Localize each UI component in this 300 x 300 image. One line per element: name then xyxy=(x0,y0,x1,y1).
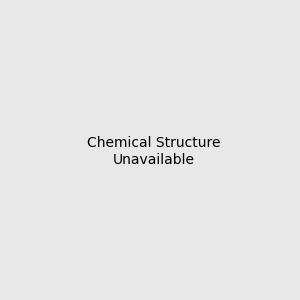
Text: Chemical Structure
Unavailable: Chemical Structure Unavailable xyxy=(87,136,220,166)
